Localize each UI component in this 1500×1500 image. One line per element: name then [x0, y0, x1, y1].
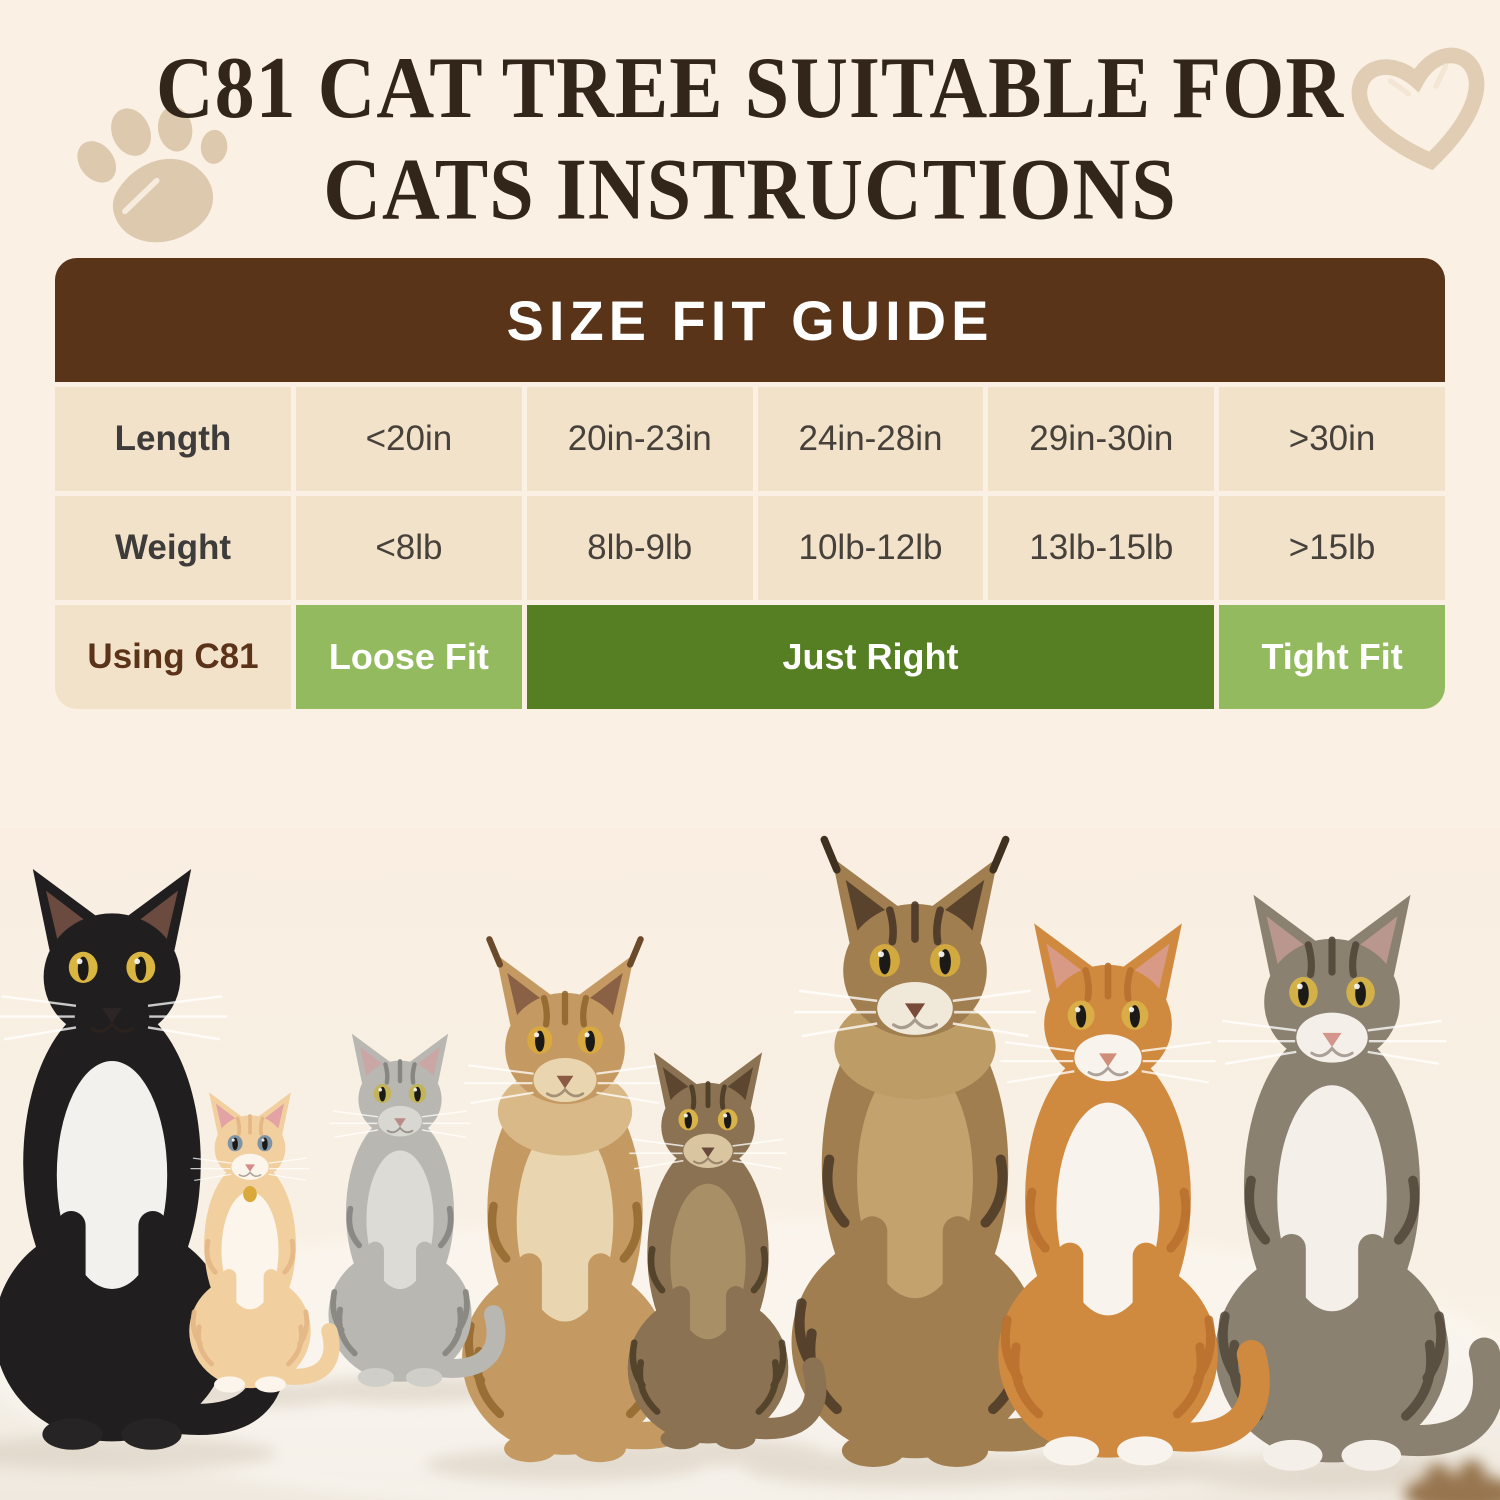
length-cell-1: <20in: [296, 387, 522, 491]
size-fit-guide-table: SIZE FIT GUIDE Length <20in 20in-23in 24…: [55, 258, 1445, 709]
fit-cell-tight: Tight Fit: [1219, 605, 1445, 709]
weight-cell-4: 13lb-15lb: [988, 496, 1215, 600]
blurred-paw-corner: [1404, 1460, 1500, 1500]
fit-cell-loose: Loose Fit: [296, 605, 522, 709]
title-line-1: C81 CAT TREE SUITABLE FOR: [155, 40, 1345, 138]
cats-photo: [0, 828, 1500, 1500]
size-fit-guide-grid: Length <20in 20in-23in 24in-28in 29in-30…: [55, 387, 1445, 709]
length-cell-4: 29in-30in: [988, 387, 1215, 491]
weight-cell-2: 8lb-9lb: [526, 496, 753, 600]
length-cell-3: 24in-28in: [757, 387, 984, 491]
weight-row-label: Weight: [55, 496, 291, 600]
length-cell-5: >30in: [1219, 387, 1445, 491]
size-fit-guide-header: SIZE FIT GUIDE: [55, 258, 1445, 382]
heart-icon: [1351, 47, 1485, 171]
weight-cell-3: 10lb-12lb: [757, 496, 984, 600]
length-row-label: Length: [55, 387, 291, 491]
page-title: C81 CAT TREE SUITABLE FOR CATS INSTRUCTI…: [0, 38, 1500, 240]
weight-cell-1: <8lb: [296, 496, 522, 600]
size-fit-guide-title: SIZE FIT GUIDE: [506, 288, 994, 352]
paw-print-icon: [77, 106, 228, 243]
fit-cell-just-right: Just Right: [526, 605, 1215, 709]
title-line-2: CATS INSTRUCTIONS: [323, 141, 1177, 239]
length-cell-2: 20in-23in: [526, 387, 753, 491]
weight-cell-5: >15lb: [1219, 496, 1445, 600]
using-c81-row-label: Using C81: [55, 605, 291, 709]
